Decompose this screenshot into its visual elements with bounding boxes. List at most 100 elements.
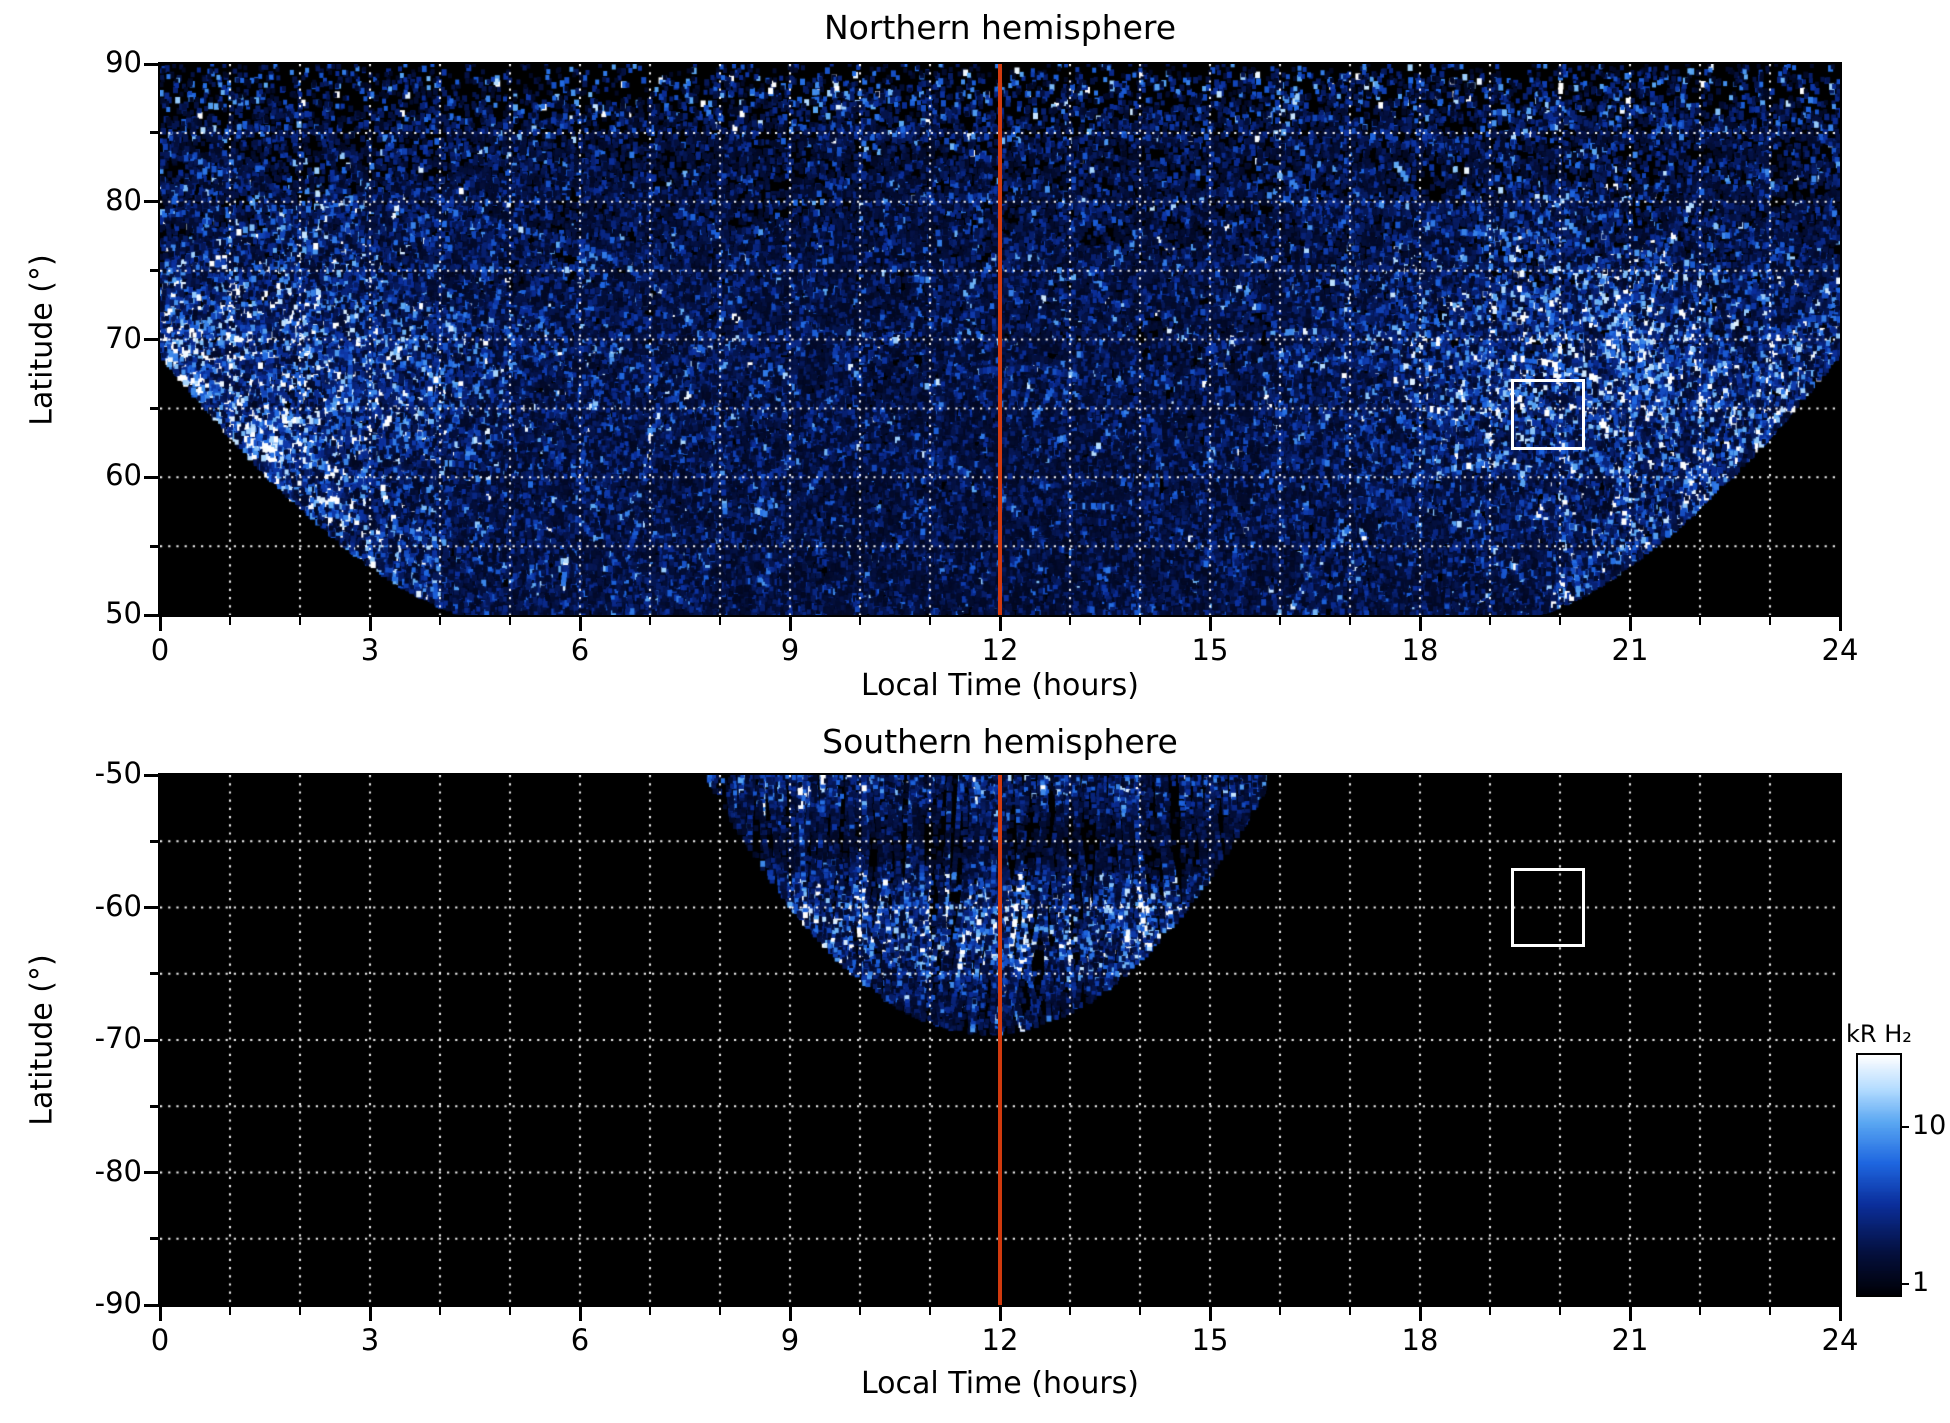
x-tick-label: 3 xyxy=(360,633,380,667)
x-tick xyxy=(788,617,792,631)
x-tick-label: 12 xyxy=(981,1323,1019,1357)
x-tick xyxy=(1279,617,1281,625)
colorbar-tick-label: 1 xyxy=(1912,1267,1930,1299)
y-tick-label: -70 xyxy=(94,1021,142,1055)
x-tick xyxy=(229,1307,231,1315)
x-tick xyxy=(859,1307,861,1315)
y-tick xyxy=(144,906,158,909)
y-tick-label: 90 xyxy=(105,45,142,79)
x-tick-label: 21 xyxy=(1611,633,1649,667)
x-tick-label: 18 xyxy=(1401,1323,1439,1357)
x-tick xyxy=(1208,1307,1212,1321)
y-tick xyxy=(144,1038,158,1042)
x-tick xyxy=(719,1307,721,1315)
y-tick-label: 80 xyxy=(105,182,142,217)
x-tick xyxy=(1769,1307,1771,1315)
x-tick xyxy=(929,617,931,625)
y-tick xyxy=(150,269,158,273)
x-tick xyxy=(929,1307,931,1315)
x-tick-label: 24 xyxy=(1821,633,1859,667)
x-tick xyxy=(578,617,582,631)
y-tick xyxy=(144,62,158,66)
x-tick xyxy=(368,1307,372,1321)
x-tick xyxy=(1069,617,1071,625)
x-tick xyxy=(1559,617,1561,625)
colorbar-unit-label: kR H₂ xyxy=(1846,1020,1912,1048)
x-tick xyxy=(1349,617,1351,625)
x-tick xyxy=(649,617,651,625)
x-tick xyxy=(1838,617,1842,631)
x-tick xyxy=(998,617,1002,631)
y-tick xyxy=(144,773,158,777)
x-tick xyxy=(1489,617,1491,625)
colorbar-tick xyxy=(1900,1126,1909,1128)
colorbar xyxy=(1856,1053,1902,1297)
x-tick-label: 15 xyxy=(1191,633,1229,667)
x-tick-label: 24 xyxy=(1821,1323,1859,1357)
x-tick xyxy=(1838,1307,1842,1321)
x-tick xyxy=(1069,1307,1071,1315)
x-tick xyxy=(1628,1307,1632,1321)
y-tick-label: 70 xyxy=(105,320,142,355)
y-tick xyxy=(144,475,158,479)
x-tick-label: 15 xyxy=(1191,1323,1229,1357)
y-tick-label: -80 xyxy=(94,1153,142,1188)
y-tick xyxy=(144,613,158,617)
y-tick xyxy=(144,338,158,341)
x-tick-label: 0 xyxy=(150,633,170,667)
x-tick xyxy=(509,1307,511,1315)
x-tick xyxy=(299,1307,301,1315)
x-tick-label: 0 xyxy=(150,1323,170,1357)
x-tick xyxy=(719,617,721,625)
x-tick xyxy=(509,617,511,625)
x-tick-label: 18 xyxy=(1401,633,1439,667)
x-tick-label: 6 xyxy=(570,633,590,667)
x-tick xyxy=(649,1307,651,1315)
x-tick xyxy=(439,617,441,625)
y-tick xyxy=(150,131,158,135)
y-tick xyxy=(150,406,158,410)
south-panel-title: Southern hemisphere xyxy=(822,722,1178,761)
x-tick xyxy=(1769,617,1771,625)
south-x-axis-label: Local Time (hours) xyxy=(861,1366,1139,1401)
selection-box-north xyxy=(1511,379,1585,450)
y-tick xyxy=(144,200,158,204)
x-tick xyxy=(1208,617,1212,631)
y-tick xyxy=(150,544,158,548)
y-tick-label: -50 xyxy=(94,756,142,790)
y-tick xyxy=(150,839,158,843)
x-tick xyxy=(1418,1307,1422,1321)
x-tick xyxy=(368,617,372,631)
y-tick xyxy=(144,1303,158,1307)
x-tick xyxy=(1139,617,1141,625)
x-tick xyxy=(1699,617,1701,625)
x-tick xyxy=(158,1307,162,1321)
x-tick xyxy=(158,617,162,631)
x-tick-label: 9 xyxy=(780,633,800,667)
x-tick xyxy=(1139,1307,1141,1315)
x-tick-label: 3 xyxy=(360,1323,380,1357)
x-tick-label: 12 xyxy=(981,633,1019,667)
x-tick xyxy=(299,617,301,625)
colorbar-tick-label: 10 xyxy=(1912,1110,1947,1141)
y-tick xyxy=(144,1171,158,1174)
y-tick xyxy=(150,972,158,976)
x-tick xyxy=(1489,1307,1491,1315)
x-tick xyxy=(1699,1307,1701,1315)
colorbar-tick xyxy=(1900,1283,1909,1286)
y-tick xyxy=(150,1237,158,1241)
x-tick-label: 9 xyxy=(780,1323,800,1357)
x-tick xyxy=(578,1307,582,1321)
x-tick xyxy=(229,617,231,625)
y-tick xyxy=(150,1104,158,1108)
north-x-axis-label: Local Time (hours) xyxy=(861,668,1139,703)
x-tick xyxy=(788,1307,792,1321)
y-tick-label: 50 xyxy=(105,596,142,630)
x-tick xyxy=(998,1307,1002,1321)
selection-box-south xyxy=(1511,867,1585,948)
x-tick xyxy=(1418,617,1422,631)
x-tick xyxy=(859,617,861,625)
y-tick-label: -60 xyxy=(94,888,142,923)
x-tick-label: 6 xyxy=(570,1323,590,1357)
